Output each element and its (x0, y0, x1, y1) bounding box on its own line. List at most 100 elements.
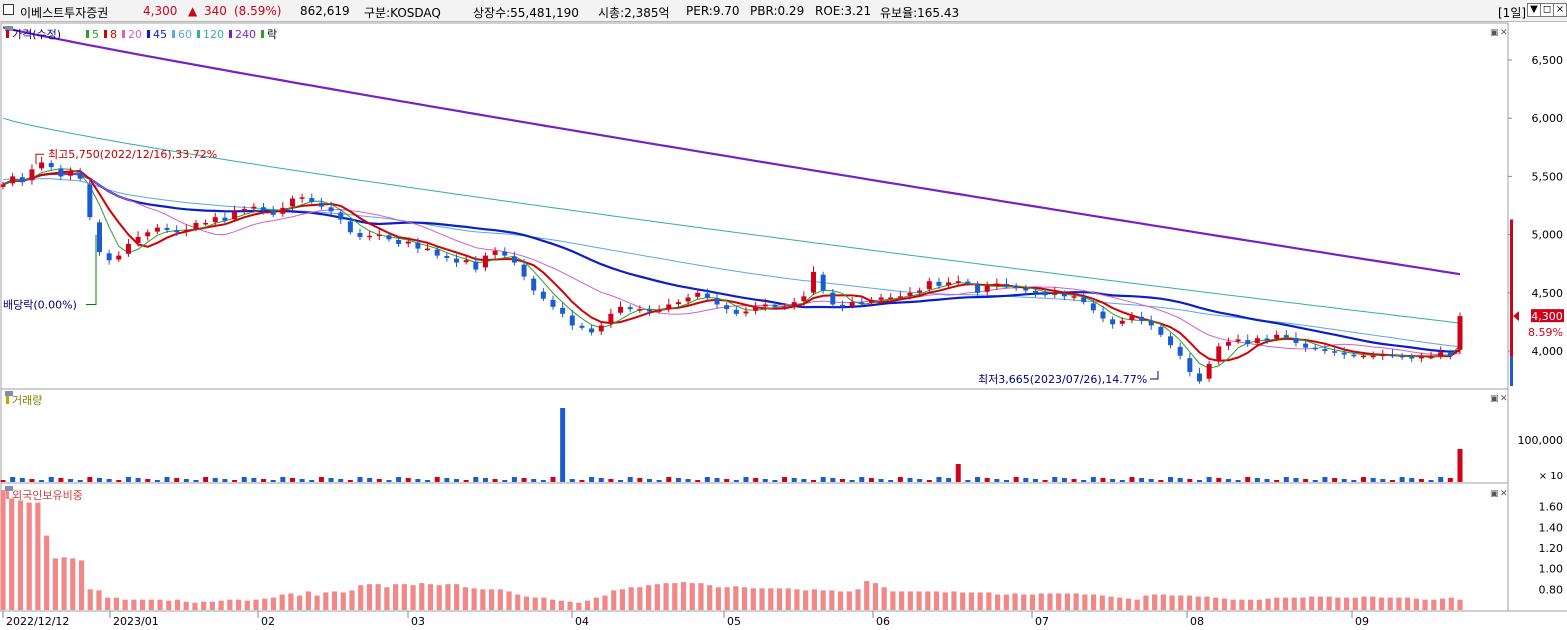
volume-bar (926, 480, 932, 482)
foreign-bar (1117, 597, 1123, 610)
volume-bar (724, 479, 730, 482)
candle-body (1361, 355, 1367, 358)
volume-bar (280, 477, 286, 482)
date-label: 08 (1190, 615, 1204, 628)
foreign-bar (741, 587, 748, 610)
candle-body (675, 302, 681, 305)
volume-bar (917, 479, 923, 482)
candle-body (1139, 316, 1145, 321)
volume-unit-note: × 10 (1539, 471, 1563, 482)
foreign-bar (1370, 596, 1376, 610)
foreign-bar (480, 589, 486, 610)
volume-bar (1389, 480, 1395, 482)
candle-body (859, 302, 865, 304)
volume-bar (1312, 480, 1318, 482)
foreign-bar (1387, 597, 1393, 610)
select-checkbox[interactable] (3, 4, 14, 15)
candle-body (251, 206, 257, 209)
volume-bar (762, 479, 768, 482)
foreign-bar (960, 592, 966, 610)
roe-value: ROE:3.21 (815, 4, 872, 18)
legend-ma-240: 240 (235, 28, 256, 41)
maximize-button[interactable]: ◻ (1540, 3, 1554, 17)
legend-foreign-swatch (6, 491, 9, 499)
foreign-bar (541, 597, 547, 610)
foreign-bar (663, 583, 669, 610)
candle-body (1052, 292, 1058, 295)
volume-bar (791, 478, 797, 482)
foreign-bar (881, 587, 887, 610)
candle-body (241, 208, 247, 211)
foreign-bar (384, 587, 390, 610)
candle-body (753, 306, 759, 311)
candle-body (328, 207, 334, 212)
foreign-bar (907, 591, 913, 610)
foreign-bar (1300, 597, 1306, 610)
foreign-bar (680, 582, 687, 610)
candle-body (0, 184, 6, 187)
candle-body (1254, 338, 1260, 344)
close-button[interactable]: × (1553, 3, 1567, 17)
candle-body (58, 168, 64, 177)
foreign-bar (602, 595, 608, 610)
candle-body (280, 207, 286, 214)
market-cap: 시총:2,385억 (598, 6, 670, 20)
volume-bar (1168, 477, 1174, 482)
legend-ma-swatch (197, 30, 200, 38)
foreign-bar (1317, 596, 1324, 610)
candle-body (1177, 346, 1183, 356)
foreign-bar (1230, 599, 1236, 610)
candle-body (1370, 355, 1376, 358)
volume-bar (482, 478, 488, 482)
candle-body (569, 315, 575, 326)
foreign-bar (759, 588, 765, 610)
minimize-button[interactable]: ▼ (1527, 3, 1541, 17)
legend-foreign: 외국인보유비중 (12, 489, 83, 502)
foreign-bar (166, 600, 172, 610)
price-tick-label: 5,500 (1532, 170, 1564, 183)
foreign-bar (340, 592, 346, 610)
volume-bar (376, 479, 382, 482)
volume-bar (1332, 478, 1338, 482)
candle-body (1457, 316, 1463, 350)
volume-bar (164, 477, 170, 482)
date-label: 02 (261, 615, 275, 628)
legend-ma-swatch (122, 30, 125, 38)
foreign-bar (890, 591, 896, 610)
foreign-bar (619, 589, 626, 610)
panel-maximize-icon: ▣ (1490, 28, 1499, 38)
low-pointer (1150, 371, 1159, 380)
candle-body (965, 281, 971, 284)
candle-body (1168, 336, 1174, 346)
foreign-bar (872, 583, 879, 610)
foreign-bar (977, 592, 983, 610)
candle-body (598, 325, 604, 332)
volume-bar (743, 477, 749, 482)
foreign-bar (916, 591, 922, 610)
foreign-bar (942, 592, 948, 610)
legend-price-swatch (6, 30, 9, 38)
volume-bar (232, 480, 238, 482)
volume-bar (733, 480, 739, 482)
foreign-bar (672, 583, 678, 610)
candle-body (396, 239, 402, 244)
foreign-bar (445, 584, 451, 610)
legend-drop: 락 (267, 28, 277, 41)
volume-bar (289, 478, 295, 482)
panel-maximize-icon: ▣ (1490, 394, 1499, 404)
candle-body (897, 296, 903, 298)
volume-bar (203, 477, 209, 482)
candle-body (1206, 363, 1212, 379)
stock-chart[interactable]: 6,500 6,000 5,500 5,000 4,500 4,000 4,300 8.59%… (0, 22, 1567, 630)
volume-bar (695, 480, 701, 482)
candle-body (627, 307, 633, 310)
candle-body (1399, 355, 1405, 358)
volume-bar (193, 480, 199, 482)
price-change: 340 (204, 4, 227, 18)
candle-body (762, 304, 768, 307)
foreign-bar (270, 597, 277, 610)
foreign-bar (724, 587, 730, 610)
volume-bar (0, 480, 6, 482)
period-selector[interactable]: [1일] (1498, 6, 1527, 20)
volume-bar (753, 478, 759, 482)
